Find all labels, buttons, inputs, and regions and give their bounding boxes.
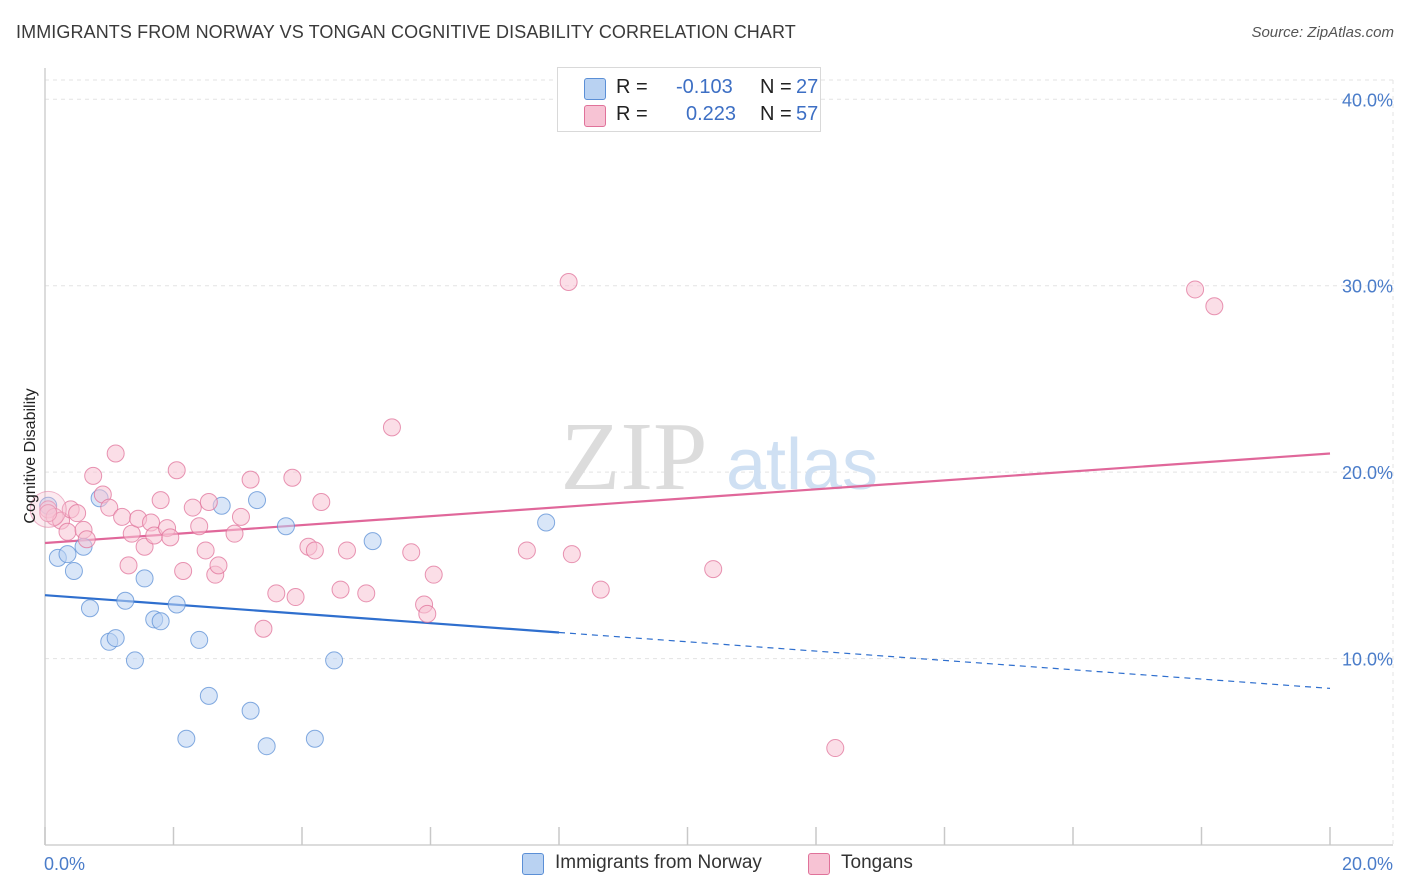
point-tongans	[122, 524, 141, 543]
point-tongans	[305, 541, 324, 560]
point-tongans	[267, 584, 286, 603]
point-norway	[190, 630, 209, 649]
point-tongans	[209, 556, 228, 575]
point-norway	[80, 599, 99, 618]
correlation-legend: R = -0.103 N = 27 R = 0.223 N = 57	[557, 67, 821, 132]
x-tick-label: 0.0%	[44, 854, 85, 874]
bottom-legend-swatch-tongans	[808, 853, 830, 875]
legend-n-value: 27	[796, 76, 819, 98]
point-tongans	[402, 543, 421, 562]
trendline-tongans	[44, 452, 1331, 545]
point-tongans	[704, 560, 723, 579]
point-tongans	[183, 498, 202, 517]
point-tongans	[231, 507, 250, 526]
point-tongans	[424, 565, 443, 584]
point-tongans	[106, 444, 125, 463]
source-label: Source: ZipAtlas.com	[1251, 24, 1394, 41]
point-tongans	[84, 466, 103, 485]
point-tongans	[1186, 280, 1205, 299]
point-norway	[177, 729, 196, 748]
point-tongans	[283, 468, 302, 487]
point-tongans	[190, 517, 209, 536]
point-norway	[363, 532, 382, 551]
point-norway	[64, 561, 83, 580]
point-tongans	[286, 588, 305, 607]
point-tongans	[418, 604, 437, 623]
bottom-legend-swatch-norway	[522, 853, 544, 875]
y-tick-label: 30.0%	[1342, 277, 1393, 297]
legend-r-label: R =	[616, 76, 648, 98]
point-norway	[116, 591, 135, 610]
point-tongans	[77, 530, 96, 549]
point-norway	[199, 686, 218, 705]
chart-title: IMMIGRANTS FROM NORWAY VS TONGAN COGNITI…	[16, 22, 796, 42]
point-tongans	[167, 461, 186, 480]
point-tongans	[254, 619, 273, 638]
point-tongans	[39, 504, 58, 523]
point-norway	[167, 595, 186, 614]
point-tongans	[119, 556, 138, 575]
legend-r-value: 0.223	[686, 103, 737, 125]
point-tongans	[591, 580, 610, 599]
legend-n-label: N =	[760, 76, 792, 98]
point-tongans	[225, 524, 244, 543]
x-tick-labels: 0.0% 20.0%	[44, 854, 1393, 874]
legend-n-value: 57	[796, 103, 819, 125]
point-norway	[125, 651, 144, 670]
y-tick-label: 10.0%	[1342, 650, 1393, 670]
legend-swatch-norway	[584, 78, 606, 100]
point-tongans	[382, 418, 401, 437]
y-tick-label: 40.0%	[1342, 90, 1393, 110]
point-tongans	[826, 739, 845, 758]
point-cluster	[29, 490, 67, 528]
point-norway	[241, 701, 260, 720]
point-norway	[305, 729, 324, 748]
point-tongans	[58, 522, 77, 541]
point-tongans	[337, 541, 356, 560]
point-norway	[325, 651, 344, 670]
bottom-legend-label-norway: Immigrants from Norway	[555, 852, 762, 873]
legend-r-label: R =	[616, 103, 648, 125]
legend-n-label: N =	[760, 103, 792, 125]
point-norway	[276, 517, 295, 536]
y-tick-label: 20.0%	[1342, 463, 1393, 483]
point-norway	[537, 513, 556, 532]
point-tongans	[559, 272, 578, 291]
point-tongans	[331, 580, 350, 599]
point-tongans	[562, 545, 581, 564]
point-tongans	[196, 541, 215, 560]
point-norway	[257, 737, 276, 756]
point-tongans	[68, 504, 87, 523]
bottom-legend-label-tongans: Tongans	[841, 852, 913, 873]
point-tongans	[241, 470, 260, 489]
point-tongans	[1205, 297, 1224, 316]
y-tick-labels: 10.0% 20.0% 30.0% 40.0%	[1342, 90, 1393, 669]
point-tongans	[357, 584, 376, 603]
axes	[44, 68, 1393, 846]
point-tongans	[151, 491, 170, 510]
point-tongans	[174, 561, 193, 580]
point-tongans	[100, 498, 119, 517]
point-tongans	[199, 492, 218, 511]
legend-r-value: -0.103	[676, 76, 733, 98]
point-norway	[106, 629, 125, 648]
trendline-norway-extrapolated	[558, 631, 1331, 689]
point-tongans	[517, 541, 536, 560]
point-norway	[135, 569, 154, 588]
point-norway	[58, 545, 77, 564]
point-tongans	[113, 507, 132, 526]
point-norway	[248, 491, 267, 510]
point-tongans	[312, 492, 331, 511]
point-tongans	[161, 528, 180, 547]
y-axis-title: Cognitive Disability	[22, 388, 39, 523]
point-norway	[151, 612, 170, 631]
data-points	[29, 272, 1224, 758]
legend-swatch-tongans	[584, 105, 606, 127]
watermark-atlas: atlas	[726, 425, 878, 505]
watermark-zip: ZIP	[561, 403, 708, 511]
x-tick-label: 20.0%	[1342, 854, 1393, 874]
